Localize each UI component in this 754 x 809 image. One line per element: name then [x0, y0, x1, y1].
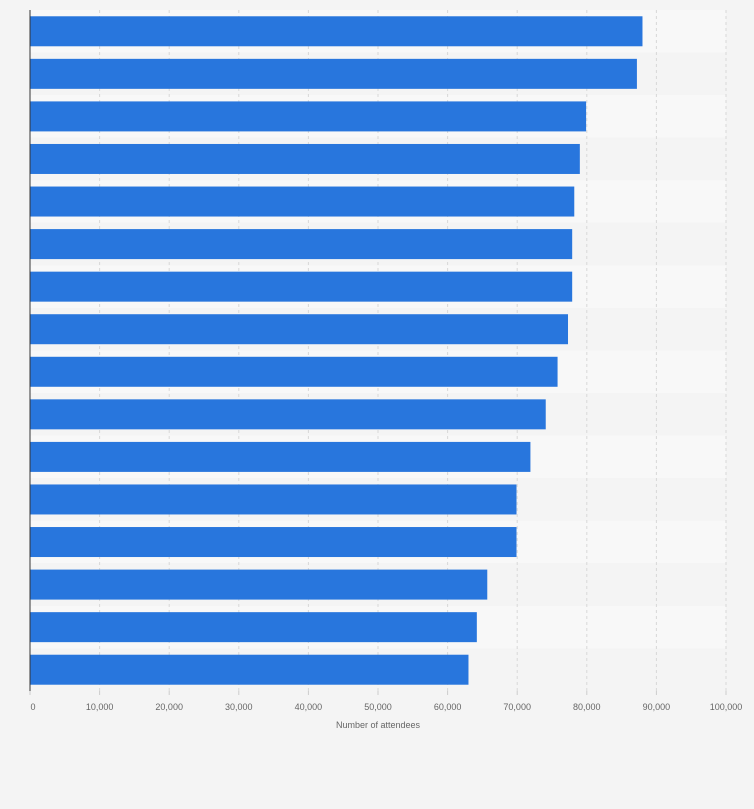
bar — [30, 186, 575, 217]
x-tick-label: 0 — [30, 702, 35, 712]
bar — [30, 314, 569, 345]
bar — [30, 229, 573, 260]
bar — [30, 569, 488, 600]
x-tick-label: 10,000 — [86, 702, 114, 712]
bar — [30, 399, 546, 430]
bar — [30, 527, 517, 558]
bar — [30, 58, 637, 89]
bar — [30, 16, 643, 47]
x-tick-label: 50,000 — [364, 702, 392, 712]
x-tick-label: 30,000 — [225, 702, 253, 712]
bar — [30, 441, 531, 472]
bar — [30, 101, 587, 132]
bar — [30, 654, 469, 685]
bar — [30, 271, 573, 302]
bar — [30, 143, 580, 174]
x-axis-title: Number of attendees — [336, 720, 421, 730]
bar — [30, 484, 517, 515]
x-tick-label: 60,000 — [434, 702, 462, 712]
bar — [30, 356, 558, 387]
bars — [30, 16, 643, 685]
x-tick-label: 100,000 — [710, 702, 743, 712]
bar — [30, 612, 477, 643]
x-tick-label: 20,000 — [155, 702, 183, 712]
x-tick-label: 90,000 — [643, 702, 671, 712]
x-tick-label: 80,000 — [573, 702, 601, 712]
x-axis-ticks: 0 10,000 20,000 30,000 40,000 50,000 60,000 70,… — [29, 691, 743, 712]
x-tick-label: 40,000 — [295, 702, 323, 712]
x-tick-label: 70,000 — [503, 702, 531, 712]
